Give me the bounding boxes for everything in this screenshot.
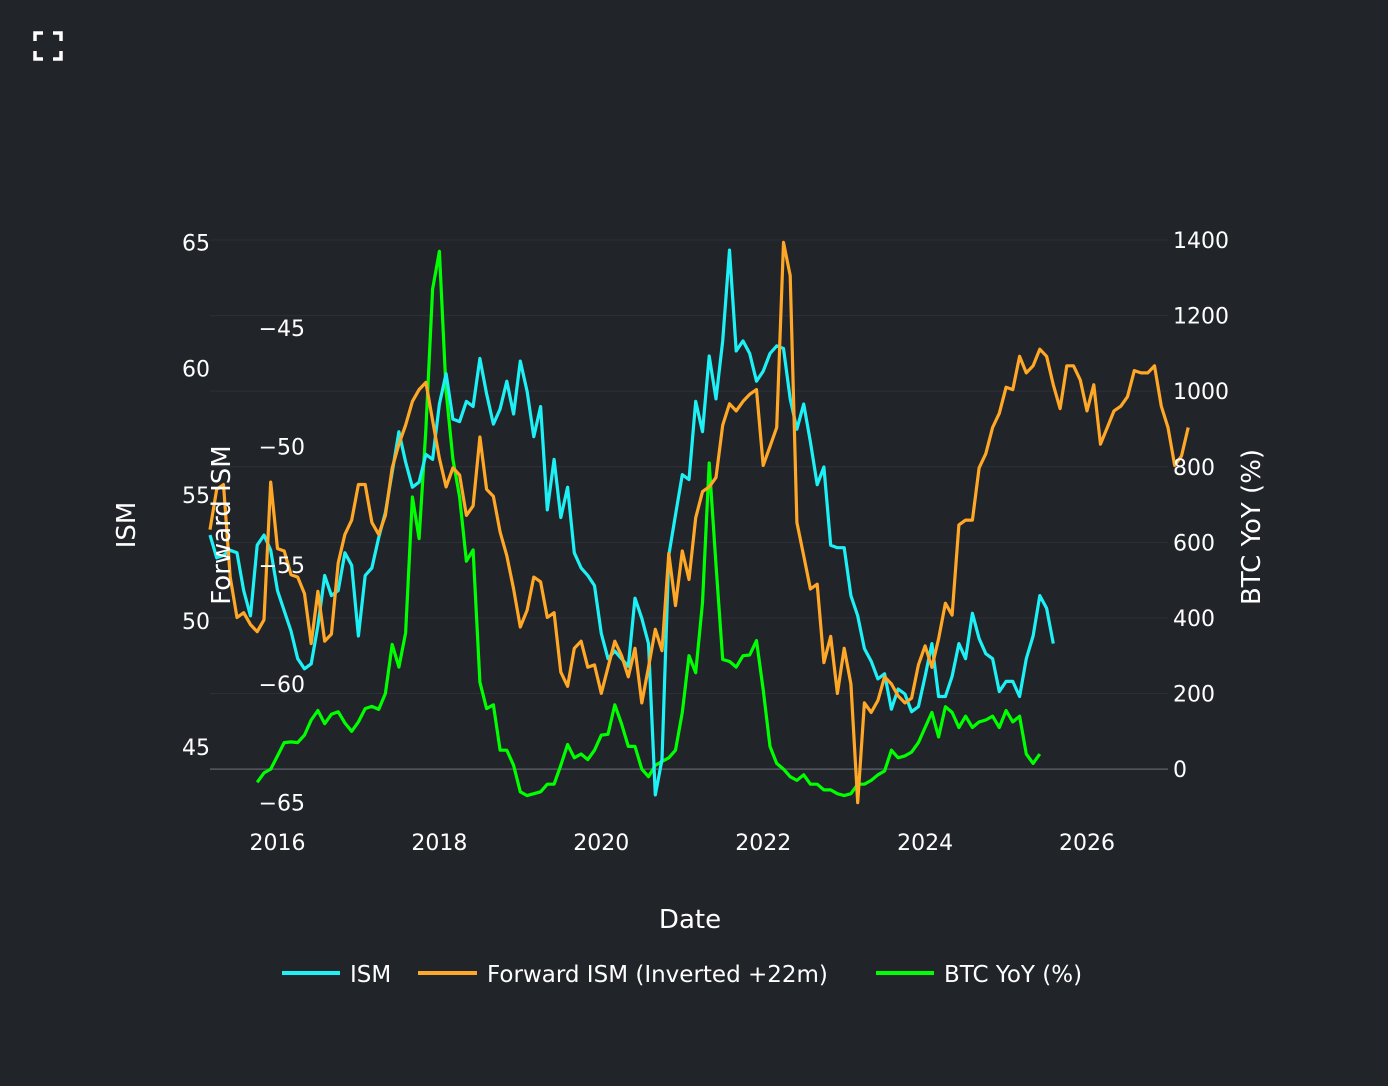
btc-tick-label: 800 [1173,456,1215,481]
expand-icon[interactable] [30,28,66,64]
legend-item-ism[interactable]: ISM [282,962,391,988]
btc-tick-label: 200 [1173,683,1215,708]
btc-tick-label: 400 [1173,607,1215,632]
series-line-1 [208,240,1190,805]
ism-tick-label: 45 [182,736,210,761]
x-tick-label: 2022 [735,831,791,856]
ism-axis-title: ISM [112,502,142,549]
btc-tick-label: 1200 [1173,305,1229,330]
btc-tick-label: 1000 [1173,380,1229,405]
series-layer [208,240,1190,805]
ism-tick-label: 65 [182,232,210,257]
btc-axis-title: BTC YoY (%) [1237,449,1267,605]
ism-axis: 45 50 55 60 65 [182,232,210,761]
legend: ISM Forward ISM (Inverted +22m) BTC YoY … [282,962,1082,988]
series-line-2 [255,249,1042,798]
legend-label-btc-yoy: BTC YoY (%) [944,962,1082,988]
x-tick-label: 2020 [573,831,629,856]
x-axis: 2016 2018 2020 2022 2024 2026 [249,831,1115,856]
btc-tick-label: 0 [1173,758,1187,783]
forward-ism-axis-title: Forward ISM [207,445,237,604]
x-tick-label: 2016 [249,831,305,856]
x-tick-label: 2018 [411,831,467,856]
forward-ism-tick-label: −45 [259,317,305,342]
x-tick-label: 2026 [1059,831,1115,856]
forward-ism-tick-label: −60 [259,673,305,698]
btc-tick-label: 1400 [1173,229,1229,254]
series-line-0 [208,248,1055,797]
btc-axis: 0 200 400 600 800 1000 1200 1400 [1173,229,1229,783]
legend-item-btc-yoy[interactable]: BTC YoY (%) [876,962,1082,988]
x-axis-title: Date [659,905,721,935]
forward-ism-axis: −45 −50 −55 −60 −65 [259,317,305,817]
ism-tick-label: 60 [182,358,210,383]
forward-ism-tick-label: −55 [259,554,305,579]
btc-tick-label: 600 [1173,531,1215,556]
ism-tick-label: 55 [182,484,210,509]
ism-tick-label: 50 [182,610,210,635]
legend-label-ism: ISM [350,962,391,988]
legend-label-forward-ism: Forward ISM (Inverted +22m) [487,962,828,988]
forward-ism-tick-label: −50 [259,436,305,461]
legend-item-forward-ism[interactable]: Forward ISM (Inverted +22m) [418,962,828,988]
forward-ism-tick-label: −65 [259,792,305,817]
x-tick-label: 2024 [897,831,953,856]
